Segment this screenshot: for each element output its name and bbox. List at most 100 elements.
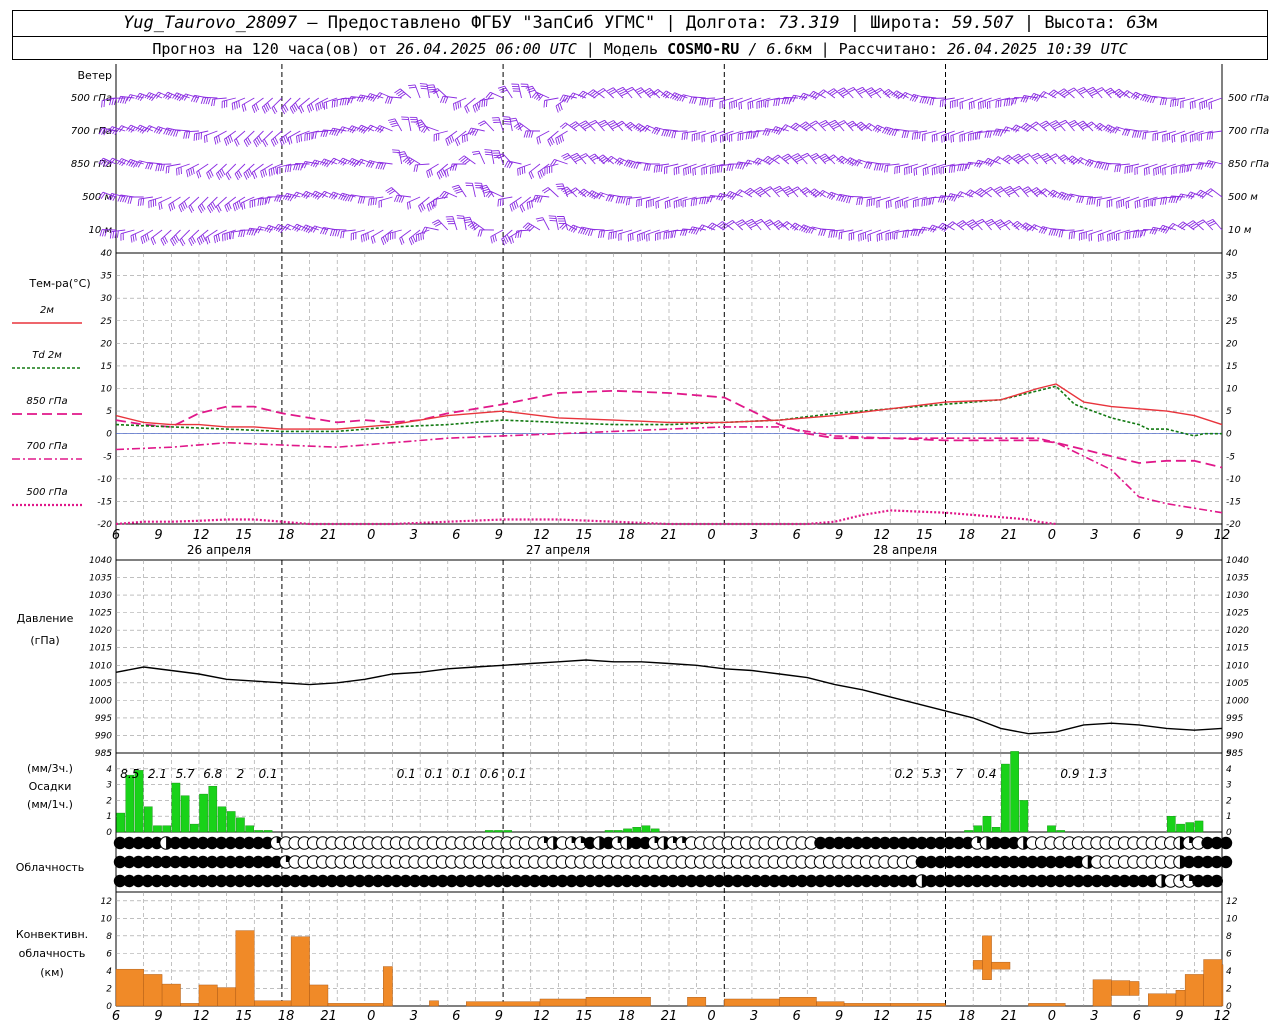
temp-tick-right-1: 35 xyxy=(1226,272,1238,282)
header: Yug_Taurovo_28097 – Предоставлено ФГБУ "… xyxy=(12,10,1268,60)
cloud-lower-107 xyxy=(1099,874,1113,888)
wind-barb-4-98 xyxy=(1002,219,1020,231)
cloud-lower-86 xyxy=(906,874,919,888)
wind-barb-3-57 xyxy=(625,196,642,206)
wind-barb-4-67 xyxy=(716,221,734,231)
temp-tick-left-1: 35 xyxy=(101,272,113,282)
wind-barb-0-106 xyxy=(1077,86,1094,99)
cloud-full-icon xyxy=(703,874,717,888)
wind-barb-3-45 xyxy=(519,196,532,213)
precip-label-10: 0.1 xyxy=(507,767,526,781)
cloud-full-icon xyxy=(187,836,200,850)
cloud-middle-94 xyxy=(980,855,993,869)
cloud-full-icon xyxy=(878,874,892,888)
wind-barb-3-38 xyxy=(451,184,467,198)
cloud-upper-51 xyxy=(583,836,597,850)
wind-barb-2-2 xyxy=(116,158,135,167)
cloud-full-icon xyxy=(307,874,320,888)
wind-barb-1-6 xyxy=(153,126,172,135)
precip-label-5: 0.1 xyxy=(259,767,278,781)
precip-bar-14 xyxy=(245,825,254,833)
wind-barb-1-103 xyxy=(1049,120,1066,132)
wind-barb-3-103 xyxy=(1047,189,1066,198)
wind-barb-1-91 xyxy=(941,130,955,143)
cloud-lower-36 xyxy=(445,874,458,888)
cloud-full-icon xyxy=(261,836,274,850)
wind-barbs xyxy=(98,83,1223,247)
wind-barb-3-96 xyxy=(984,186,1002,198)
cloud-full-icon xyxy=(1026,874,1039,888)
wind-barb-3-68 xyxy=(725,190,743,200)
longitude-value: 73.319 xyxy=(778,13,840,33)
wind-barb-2-81 xyxy=(844,157,863,167)
precip-unit-3h: (мм/3ч.) xyxy=(27,762,73,775)
temp-tick-right-4: 20 xyxy=(1226,339,1238,349)
wind-barb-0-64 xyxy=(689,96,706,104)
wind-barb-2-107 xyxy=(1084,158,1103,167)
cloud-full-icon xyxy=(1182,855,1196,869)
wind-barb-0-39 xyxy=(464,97,476,114)
wind-barb-3-34 xyxy=(418,196,430,213)
wind-barb-4-69 xyxy=(736,219,753,231)
wind-barb-4-29 xyxy=(370,229,384,244)
precip-bar-41 xyxy=(494,830,503,833)
cloud-middle-16 xyxy=(261,855,274,869)
cloud-full-icon xyxy=(1044,855,1058,869)
cloud-full-icon xyxy=(731,874,744,888)
precip-label-1: 2.1 xyxy=(148,767,167,781)
cloud-lower-8 xyxy=(187,874,200,888)
wind-barb-0-54 xyxy=(597,88,615,99)
temp-axis-hour-18: 12 xyxy=(873,528,890,543)
temp-tick-left-3: 25 xyxy=(101,317,113,327)
cloud-upper-8 xyxy=(187,836,200,850)
wind-barb-1-13 xyxy=(223,130,237,146)
cloud-full-icon xyxy=(325,874,339,888)
wind-barb-1-67 xyxy=(719,130,734,143)
cloud-lower-90 xyxy=(943,874,956,888)
wind-barb-2-20 xyxy=(284,163,301,173)
wind-barb-0-45 xyxy=(520,83,532,99)
wind-barb-1-8 xyxy=(172,129,190,137)
wind-barb-4-52 xyxy=(578,226,596,236)
precip-label-9: 0.6 xyxy=(480,767,499,781)
cloud-lower-22 xyxy=(316,874,329,888)
wind-barb-2-15 xyxy=(243,163,255,180)
conv-bar-25 xyxy=(991,961,1011,970)
wind-barb-1-95 xyxy=(976,130,992,140)
cloud-full-icon xyxy=(593,874,606,888)
wind-barb-3-43 xyxy=(497,196,513,207)
cloud-upper-3 xyxy=(141,836,154,850)
cloud-upper-11 xyxy=(215,836,228,850)
cloud-middle-88 xyxy=(924,855,938,869)
wind-barb-2-22 xyxy=(301,161,319,169)
cloud-full-icon xyxy=(1210,855,1223,869)
cloud-lower-51 xyxy=(583,874,597,888)
wind-barb-4-118 xyxy=(1187,220,1204,231)
wind-barb-0-41 xyxy=(479,97,494,108)
cloud-lower-75 xyxy=(805,874,818,888)
temp-axis-hour-24: 6 xyxy=(1133,528,1141,543)
conv-title-2: облачность xyxy=(19,947,86,960)
cloud-full-icon xyxy=(989,874,1002,888)
wind-barb-3-10 xyxy=(197,196,209,214)
wind-barb-1-10 xyxy=(193,130,209,141)
cloud-lower-55 xyxy=(620,874,634,888)
wind-barb-3-91 xyxy=(937,195,955,203)
wind-barb-2-8 xyxy=(176,163,190,176)
cloud-full-icon xyxy=(390,874,403,888)
cloud-full-icon xyxy=(399,874,412,888)
cloud-upper-13 xyxy=(233,836,247,850)
cloud-full-icon xyxy=(150,836,164,850)
wind-barb-3-63 xyxy=(682,196,697,208)
pres-tick-right-7: 1005 xyxy=(1226,679,1249,689)
cloud-middle-11 xyxy=(215,855,228,869)
wind-barb-2-49 xyxy=(550,158,568,167)
cloud-lower-50 xyxy=(574,874,588,888)
cloud-full-icon xyxy=(722,874,735,888)
wind-level-right-1: 700 гПа xyxy=(1228,126,1269,137)
wind-barb-4-62 xyxy=(671,229,688,238)
temp-axis-hour-8: 6 xyxy=(452,528,460,543)
wind-barb-3-13 xyxy=(224,196,237,213)
wind-barb-1-89 xyxy=(922,130,937,142)
cloud-lower-45 xyxy=(528,874,541,888)
